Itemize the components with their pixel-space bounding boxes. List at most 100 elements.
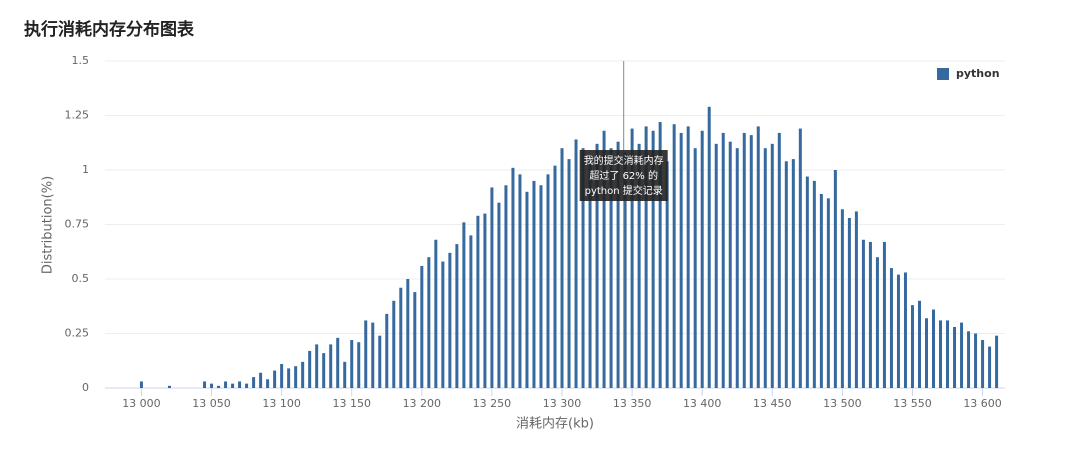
bar [245, 383, 249, 388]
x-tick-label: 13 050 [192, 397, 231, 410]
x-tick-label: 13 500 [823, 397, 862, 410]
bar [280, 364, 284, 388]
x-tick-label: 13 400 [683, 397, 722, 410]
bar [742, 132, 746, 388]
bar [939, 320, 943, 388]
bar [462, 222, 466, 388]
bar [721, 132, 725, 388]
bar [756, 126, 760, 389]
bar [700, 130, 704, 388]
bar [287, 368, 291, 388]
bar [350, 340, 354, 388]
bar [420, 265, 424, 388]
bar [518, 174, 522, 388]
legend-label: python [956, 67, 1000, 80]
bar [946, 320, 950, 388]
bar [392, 300, 396, 388]
bar [231, 383, 235, 388]
bar [960, 322, 964, 388]
bar [833, 170, 837, 388]
bar [686, 126, 690, 389]
bar [399, 287, 403, 388]
bar [595, 143, 599, 388]
bar [581, 148, 585, 388]
bar [560, 148, 564, 388]
bar [139, 381, 143, 388]
bar [812, 180, 816, 388]
bar [588, 159, 592, 388]
bar [336, 337, 340, 388]
bar [203, 381, 207, 388]
bar [224, 381, 228, 388]
bar [924, 318, 928, 388]
bar [819, 193, 823, 388]
bar [259, 372, 263, 388]
bar [735, 148, 739, 388]
bar [497, 202, 501, 388]
bar [294, 366, 298, 388]
bar [504, 185, 508, 388]
bar [910, 305, 914, 388]
bar [714, 143, 718, 388]
tooltip-box [579, 150, 668, 201]
bar [882, 241, 886, 388]
bar [252, 377, 256, 388]
y-tick-label: 1.25 [65, 109, 90, 122]
bar [238, 381, 242, 388]
bar [749, 135, 753, 388]
bar [826, 198, 830, 388]
bar [763, 148, 767, 388]
bar [903, 272, 907, 388]
bar [413, 292, 417, 388]
bar [483, 213, 487, 388]
bar [637, 143, 641, 388]
x-tick-label: 13 300 [543, 397, 582, 410]
bar [364, 320, 368, 388]
bar [546, 174, 550, 388]
bar [953, 326, 957, 388]
bar [567, 159, 571, 388]
bar [532, 180, 536, 388]
legend-swatch [937, 68, 949, 80]
bar [707, 106, 711, 388]
bar [441, 261, 445, 388]
x-tick-label: 13 100 [262, 397, 301, 410]
bar [357, 342, 361, 388]
bar [861, 239, 865, 388]
bar [406, 279, 410, 388]
x-tick-label: 13 350 [613, 397, 652, 410]
bar [511, 167, 515, 388]
y-tick-label: 1.5 [72, 54, 90, 67]
bar [651, 130, 655, 388]
bar [967, 331, 971, 388]
bar [847, 217, 851, 388]
bar [644, 126, 648, 389]
bar [974, 333, 978, 388]
bar [322, 353, 326, 388]
bar [981, 340, 985, 388]
bar [805, 176, 809, 388]
x-tick-label: 13 250 [473, 397, 512, 410]
y-tick-label: 0.75 [65, 218, 90, 231]
x-tick-label: 13 550 [893, 397, 932, 410]
bar [427, 257, 431, 388]
bar [672, 124, 676, 388]
bar [868, 241, 872, 388]
bar [854, 211, 858, 388]
bar [630, 128, 634, 388]
x-tick-label: 13 600 [963, 397, 1002, 410]
bar [932, 309, 936, 388]
bar [791, 159, 795, 388]
x-tick-label: 13 000 [122, 397, 161, 410]
bar [798, 128, 802, 388]
x-tick-label: 13 200 [403, 397, 442, 410]
bar [343, 361, 347, 388]
bar [602, 130, 606, 388]
bar [988, 346, 992, 388]
bar [917, 300, 921, 388]
y-tick-label: 0 [82, 381, 89, 394]
x-tick-label: 13 150 [332, 397, 371, 410]
bar [371, 322, 375, 388]
bar [315, 344, 319, 388]
